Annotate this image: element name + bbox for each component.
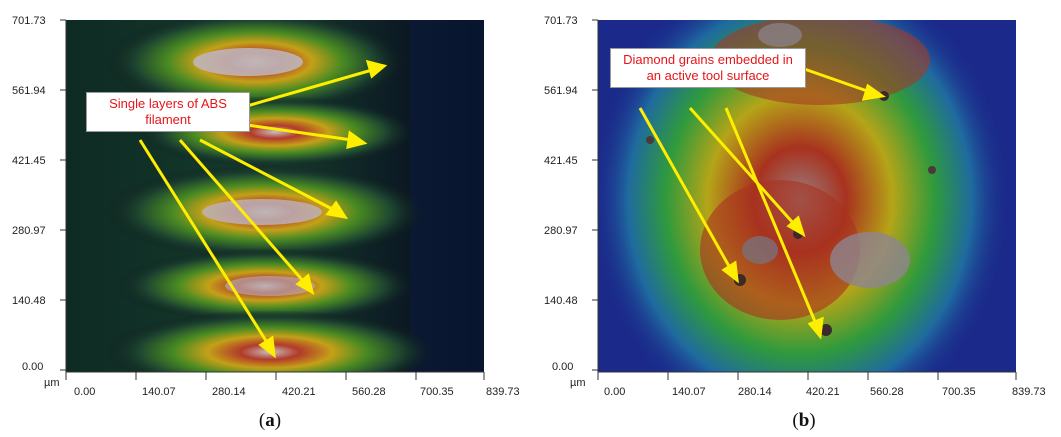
y-tick-label: 421.45 [544, 155, 578, 167]
panel-letter: a [265, 410, 275, 431]
panel-a-figure: 701.73 561.94 421.45 280.97 140.48 0.00 … [12, 15, 520, 398]
x-tick-label: 839.73 [1012, 386, 1046, 398]
x-tick-label: 140.07 [672, 386, 706, 398]
y-tick-label: 140.48 [12, 295, 46, 307]
x-tick-label: 839.73 [486, 386, 520, 398]
axes-a [60, 19, 485, 380]
panel-caption-b: (b) [792, 410, 816, 431]
y-tick-label: 701.73 [12, 15, 46, 27]
y-tick-label: 561.94 [12, 85, 46, 97]
x-tick-label: 0.00 [74, 386, 95, 398]
y-tick-label: 280.97 [544, 225, 578, 237]
annotation-arrows-a [138, 59, 388, 359]
axis-unit-label: µm [570, 377, 586, 389]
panel-b-figure: 701.73 561.94 421.45 280.97 140.48 0.00 … [544, 15, 1046, 398]
y-tick-label: 280.97 [12, 225, 46, 237]
height-map-b [598, 20, 1016, 372]
x-tick-label: 280.14 [212, 386, 246, 398]
panel-letter: b [798, 410, 810, 431]
x-tick-label: 280.14 [738, 386, 772, 398]
x-tick-label: 420.21 [282, 386, 316, 398]
x-tick-label: 0.00 [604, 386, 625, 398]
callout-label-a: Single layers of ABS filament [86, 92, 250, 132]
panel-caption-a: (a) [258, 410, 282, 431]
y-tick-label: 140.48 [544, 295, 578, 307]
x-tick-label: 420.21 [806, 386, 840, 398]
y-tick-label: 0.00 [552, 361, 573, 373]
callout-label-b: Diamond grains embedded in an active too… [610, 48, 806, 88]
x-tick-label: 560.28 [352, 386, 386, 398]
axes-b [592, 19, 1017, 380]
annotation-arrows-b [638, 62, 886, 340]
height-map-a [66, 20, 484, 372]
x-tick-label: 700.35 [942, 386, 976, 398]
x-tick-label: 140.07 [142, 386, 176, 398]
x-tick-label: 700.35 [420, 386, 454, 398]
panel-a: 701.73 561.94 421.45 280.97 140.48 0.00 … [0, 0, 530, 437]
x-tick-label: 560.28 [870, 386, 904, 398]
y-tick-label: 421.45 [12, 155, 46, 167]
y-tick-label: 0.00 [22, 361, 43, 373]
panel-b: 701.73 561.94 421.45 280.97 140.48 0.00 … [530, 0, 1060, 437]
axis-unit-label: µm [44, 377, 60, 389]
y-tick-label: 701.73 [544, 15, 578, 27]
y-tick-label: 561.94 [544, 85, 578, 97]
